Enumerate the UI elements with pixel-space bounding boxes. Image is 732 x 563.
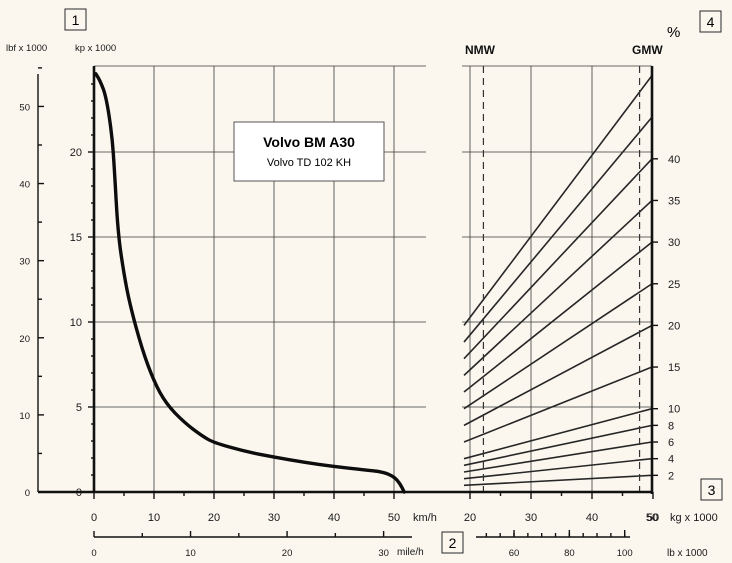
mileh-tick-label: 10	[185, 548, 196, 559]
pct-tick-label: 6	[668, 437, 674, 449]
pct-tick-label: 20	[668, 320, 680, 332]
lb-tick-label: 60	[509, 548, 520, 559]
gmw-label: GMW	[632, 43, 663, 57]
lbf-tick-label: 30	[19, 257, 30, 268]
kmh-tick-label: 50	[388, 512, 400, 524]
grade-line	[463, 407, 653, 460]
grade-line	[463, 283, 653, 410]
grade-line	[463, 366, 653, 443]
kmh-tick-label: 20	[208, 512, 220, 524]
marker-4-box	[699, 10, 722, 33]
pct-tick-label: 40	[668, 154, 680, 166]
grade-line	[463, 324, 653, 427]
grade-line	[463, 116, 653, 343]
lbf-unit-label: lbf x 1000	[6, 43, 47, 54]
marker-1: 1	[72, 12, 80, 28]
lbf-tick-label: 0	[25, 488, 30, 499]
rimpull-curve	[94, 72, 406, 494]
marker-3-box	[700, 478, 723, 501]
marker-4: 4	[707, 14, 715, 30]
pct-tick-label: 25	[668, 279, 680, 291]
kp-unit-label: kp x 1000	[75, 43, 116, 54]
grade-line	[463, 241, 653, 393]
chart-subtitle: Volvo TD 102 KH	[267, 157, 351, 169]
marker-2: 2	[449, 535, 457, 551]
lbf-tick-label: 40	[19, 180, 30, 191]
lbf-tick-label: 10	[19, 411, 30, 422]
nmw-label: NMW	[465, 43, 496, 57]
grade-line	[463, 474, 653, 487]
grade-line	[463, 441, 653, 473]
tick-labels: 0 5 10 15 20 0 10 20 30 40 50 0 10 20 30 40 50 0 10 20 30 20 3…	[19, 102, 680, 559]
lbf-tick-label: 50	[19, 102, 30, 113]
grade-line	[463, 424, 653, 467]
pct-tick-label: 2	[668, 470, 674, 482]
kp-tick-label: 5	[76, 402, 82, 414]
lb-unit-label: lb x 1000	[667, 548, 708, 559]
pct-tick-label: 8	[668, 420, 674, 432]
title-box	[233, 121, 385, 182]
kmh-tick-label: 0	[91, 512, 97, 524]
kp-tick-label: 0	[76, 487, 82, 499]
axis-ticks	[38, 67, 658, 537]
lb-tick-label: 100	[617, 548, 633, 559]
mileh-tick-label: 0	[91, 548, 96, 559]
kp-tick-label: 20	[70, 147, 82, 159]
kp-tick-label: 10	[70, 317, 82, 329]
marker-1-box	[64, 8, 87, 31]
kg-tick-label: 30	[525, 512, 537, 524]
kmh-tick-label: 30	[268, 512, 280, 524]
grade-line	[463, 199, 653, 376]
lb-tick-label: 80	[564, 548, 575, 559]
marker-2-box	[441, 531, 464, 554]
lbf-tick-label: 20	[19, 334, 30, 345]
grade-line	[463, 75, 653, 326]
kmh-tick-label: 40	[328, 512, 340, 524]
pct-tick-label: 35	[668, 195, 680, 207]
kp-tick-label: 15	[70, 232, 82, 244]
percent-unit-label: %	[667, 24, 680, 41]
kg-tick-label: 50	[646, 512, 658, 524]
pct-tick-label: 10	[668, 404, 680, 416]
kg-tick-label: 40	[586, 512, 598, 524]
pct-tick-label: 15	[668, 362, 680, 374]
kg-tick-label: 20	[464, 512, 476, 524]
kg-unit-label: kg x 1000	[670, 512, 718, 524]
mileh-tick-label: 20	[282, 548, 293, 559]
kg-tick-label: 50	[647, 512, 659, 524]
grade-grid	[462, 65, 652, 492]
pct-tick-label: 4	[668, 454, 674, 466]
marker-3: 3	[708, 482, 716, 498]
pct-tick-label: 30	[668, 237, 680, 249]
kmh-tick-label: 10	[148, 512, 160, 524]
mileh-unit-label: mile/h	[397, 547, 424, 558]
chart-title: Volvo BM A30	[263, 134, 355, 150]
grade-lines	[463, 75, 653, 487]
mileh-tick-label: 30	[378, 548, 389, 559]
kmh-unit-label: km/h	[413, 512, 437, 524]
grade-line	[463, 158, 653, 360]
grade-line	[463, 457, 653, 480]
